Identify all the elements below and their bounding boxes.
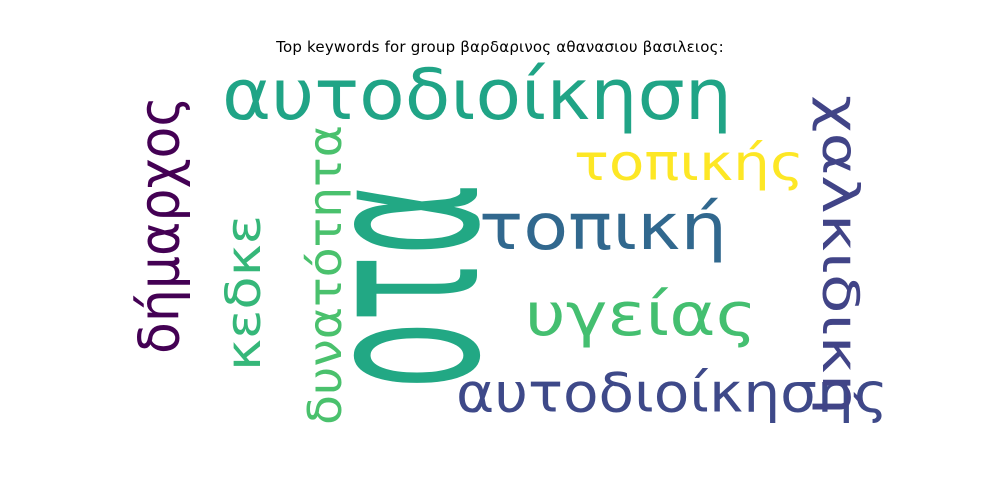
word-7: δήμαρχος [128,96,193,354]
word-10: χαλκιδική [811,95,869,415]
chart-title: Top keywords for group βαρδαρινος αθανασ… [276,38,724,56]
word-8: κεδκε [216,215,272,371]
word-2: αυτοδιοίκηση [222,54,732,136]
word-3: τοπική [479,191,727,265]
word-4: υγείας [525,280,757,350]
word-5: αυτοδιοίκησης [456,362,888,425]
word-1: οτα [273,183,529,389]
word-9: δυνατότητα [298,125,352,425]
word-6: τοπικής [574,134,804,192]
